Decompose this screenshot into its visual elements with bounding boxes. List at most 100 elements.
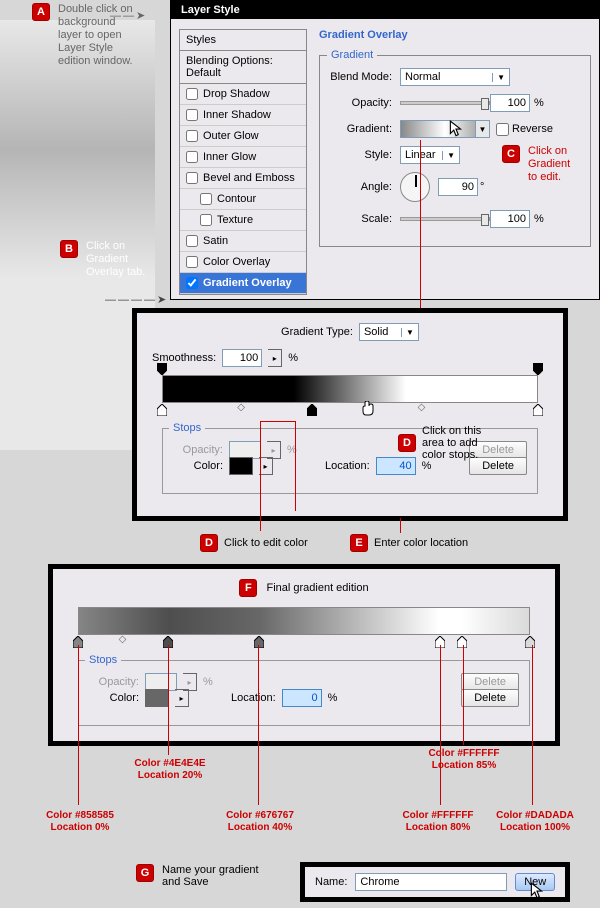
style-inner-glow[interactable]: Inner Glow <box>180 147 306 168</box>
style-outer-glow[interactable]: Outer Glow <box>180 126 306 147</box>
checkbox[interactable] <box>186 235 198 247</box>
name-label: Name: <box>315 876 347 888</box>
color-stop-100[interactable] <box>525 636 535 648</box>
opacity-stop-handle[interactable] <box>157 363 167 375</box>
style-bevel-emboss[interactable]: Bevel and Emboss <box>180 168 306 189</box>
connector-line <box>78 645 79 805</box>
connector-line <box>258 645 259 805</box>
final-gradient-panel: F Final gradient edition ◇ Stops Opacity… <box>48 564 560 746</box>
checkbox[interactable] <box>186 88 198 100</box>
checkbox[interactable] <box>186 130 198 142</box>
deg-label: ° <box>480 181 484 193</box>
gradient-bar[interactable] <box>162 375 538 403</box>
checkbox[interactable] <box>186 109 198 121</box>
style-texture[interactable]: Texture <box>180 210 306 231</box>
caption-e: E Enter color location <box>350 534 468 552</box>
blend-mode-select[interactable]: Normal▼ <box>400 68 510 86</box>
name-input[interactable] <box>355 873 507 891</box>
reverse-checkbox[interactable] <box>496 123 509 136</box>
angle-dial[interactable] <box>400 172 430 202</box>
connector-line <box>260 421 295 422</box>
midpoint-diamond[interactable]: ◇ <box>237 402 245 413</box>
opacity-label: Opacity: <box>173 444 223 456</box>
color-label-0: Color #858585 Location 0% <box>30 810 130 834</box>
angle-input[interactable] <box>438 178 478 196</box>
style-contour[interactable]: Contour <box>180 189 306 210</box>
opacity-stop-handle[interactable] <box>533 363 543 375</box>
color-well[interactable] <box>229 457 253 475</box>
color-stop-handle[interactable] <box>157 404 167 416</box>
connector-line <box>420 140 421 325</box>
step-c-annotation: C Click on Gradient to edit. <box>502 145 578 184</box>
angle-label: Angle: <box>330 181 400 193</box>
final-gradient-bar-wrap[interactable]: ◇ <box>78 607 530 635</box>
checkbox[interactable] <box>200 193 212 205</box>
gradient-preview-bar[interactable]: ◇ ◇ <box>162 375 538 403</box>
label: Inner Shadow <box>203 109 271 121</box>
color-label-100: Color #DADADA Location 100% <box>485 810 585 834</box>
text: Enter color location <box>374 537 468 549</box>
gradient-type-select[interactable]: Solid▼ <box>359 323 419 341</box>
group-title: Gradient <box>327 49 377 61</box>
location-label: Location: <box>231 692 276 704</box>
chevron-down-icon: ▼ <box>492 73 505 82</box>
color-label: Color: <box>89 692 139 704</box>
styles-header[interactable]: Styles <box>179 29 307 51</box>
blending-options-row[interactable]: Blending Options: Default <box>180 51 306 84</box>
badge: E <box>350 534 368 552</box>
reverse-label: Reverse <box>512 123 553 135</box>
color-stop-handle[interactable] <box>533 404 543 416</box>
label: Inner Glow <box>203 151 256 163</box>
style-drop-shadow[interactable]: Drop Shadow <box>180 84 306 105</box>
scale-slider[interactable] <box>400 217 490 221</box>
step-g-text: Name your gradient and Save <box>162 864 272 888</box>
color-stop-handle-active[interactable] <box>307 404 317 416</box>
step-f-badge: F <box>239 579 257 597</box>
step-c-text: Click on Gradient to edit. <box>528 145 578 184</box>
connector-line <box>440 645 441 805</box>
color-well[interactable] <box>145 689 169 707</box>
final-gradient-bar[interactable] <box>78 607 530 635</box>
smoothness-input[interactable] <box>222 349 262 367</box>
step-b-annotation: B Click on Gradient Overlay tab. <box>60 240 156 279</box>
stepper-icon[interactable]: ▸ <box>268 349 282 367</box>
color-label-80: Color #FFFFFF Location 80% <box>388 810 488 834</box>
label: Color Overlay <box>203 256 270 268</box>
location-label: Location: <box>325 460 370 472</box>
midpoint-diamond[interactable]: ◇ <box>119 634 127 645</box>
window-titlebar: Layer Style <box>171 1 599 19</box>
delete-button[interactable]: Delete <box>461 689 519 707</box>
style-gradient-overlay-selected[interactable]: Gradient Overlay <box>180 273 306 294</box>
style-color-overlay[interactable]: Color Overlay <box>180 252 306 273</box>
gradient-swatch-picker[interactable]: ▼ <box>400 120 490 138</box>
checkbox[interactable] <box>186 256 198 268</box>
color-picker-arrow[interactable]: ▸ <box>259 457 273 475</box>
gradient-label: Gradient: <box>330 123 400 135</box>
checkbox[interactable] <box>186 151 198 163</box>
opacity-input[interactable] <box>490 94 530 112</box>
pct-label: % <box>328 692 338 704</box>
style-select[interactable]: Linear▼ <box>400 146 460 164</box>
scale-input[interactable] <box>490 210 530 228</box>
label: Contour <box>217 193 256 205</box>
final-title-text: Final gradient edition <box>266 582 368 594</box>
checkbox[interactable] <box>186 172 198 184</box>
slider-thumb[interactable] <box>481 214 489 226</box>
checkbox[interactable] <box>186 277 198 289</box>
opacity-slider[interactable] <box>400 101 490 105</box>
connector-line <box>400 518 401 533</box>
label: Bevel and Emboss <box>203 172 295 184</box>
color-picker-arrow[interactable]: ▸ <box>175 689 189 707</box>
style-inner-shadow[interactable]: Inner Shadow <box>180 105 306 126</box>
slider-thumb[interactable] <box>481 98 489 110</box>
midpoint-diamond[interactable]: ◇ <box>418 402 426 413</box>
checkbox[interactable] <box>200 214 212 226</box>
style-satin[interactable]: Satin <box>180 231 306 252</box>
location-input[interactable] <box>282 689 322 707</box>
arrow-a: ——➤ <box>110 9 147 22</box>
step-g-badge: G <box>136 864 154 882</box>
cursor-icon <box>530 882 544 900</box>
connector-line <box>168 645 169 755</box>
blend-mode-label: Blend Mode: <box>330 71 400 83</box>
chevron-down-icon: ▼ <box>401 328 414 337</box>
